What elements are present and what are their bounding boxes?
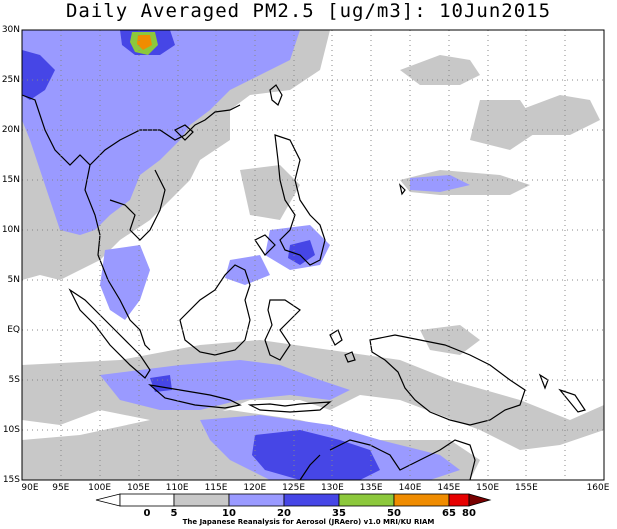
- lat-label: 5S: [8, 375, 20, 385]
- lat-label: 10S: [2, 425, 20, 435]
- data-credit: The Japanese Reanalysis for Aerosol (JRA…: [182, 518, 435, 526]
- lon-label: 135E: [359, 483, 383, 493]
- lon-label: 155E: [514, 483, 538, 493]
- map-title: Daily Averaged PM2.5 [ug/m3]: 10Jun2015: [65, 0, 552, 22]
- lat-label: 20N: [1, 125, 20, 135]
- lon-label: 125E: [282, 483, 306, 493]
- colorbar: [95, 493, 492, 507]
- lat-label: 10N: [1, 225, 20, 235]
- lon-label: 110E: [165, 483, 189, 493]
- lon-label: 160E: [586, 483, 610, 493]
- lat-label: 15N: [1, 175, 20, 185]
- lon-label: 120E: [243, 483, 267, 493]
- colorbar-tick-label: 20: [277, 508, 291, 519]
- lon-label: 150E: [476, 483, 500, 493]
- colorbar-tick-label: 10: [222, 508, 236, 519]
- coastlines: [21, 84, 586, 481]
- colorbar-tick-label: 65: [442, 508, 456, 519]
- lon-label: 145E: [437, 483, 461, 493]
- colorbar-tick-label: 35: [332, 508, 346, 519]
- colorbar-tick-label: 0: [143, 508, 151, 519]
- colorbar-tick-label: 5: [170, 508, 178, 519]
- colorbar-tick-label: 80: [462, 508, 476, 519]
- map-frame: [21, 29, 605, 481]
- graticule: [22, 30, 604, 480]
- lon-label: 115E: [204, 483, 228, 493]
- lon-label: 100E: [88, 483, 112, 493]
- lat-label: EQ: [7, 325, 20, 335]
- pm-level-hotspot: [130, 32, 158, 55]
- lon-label: 95E: [52, 483, 70, 493]
- lon-label: 90E: [21, 483, 39, 493]
- lat-label: 25N: [1, 75, 20, 85]
- lon-label: 130E: [320, 483, 344, 493]
- lat-label: 30N: [1, 25, 20, 35]
- lon-label: 105E: [126, 483, 150, 493]
- lon-label: 140E: [398, 483, 422, 493]
- colorbar-tick-label: 50: [387, 508, 401, 519]
- lat-label: 5N: [7, 275, 20, 285]
- lat-label: 15S: [2, 475, 20, 485]
